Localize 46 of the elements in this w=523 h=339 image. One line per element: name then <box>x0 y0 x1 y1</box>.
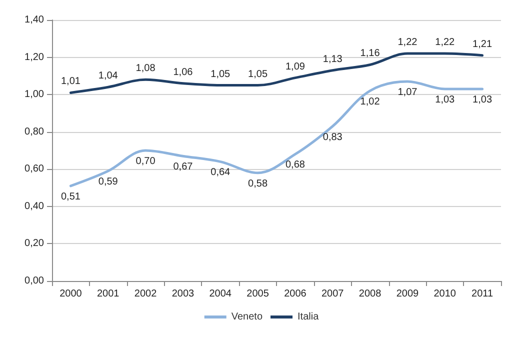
data-label: 1,05 <box>210 68 231 80</box>
legend-label: Veneto <box>231 312 263 322</box>
data-label: 1,07 <box>398 87 418 98</box>
data-label: 1,21 <box>472 38 492 50</box>
x-tick-label: 2001 <box>97 288 120 300</box>
data-label: 1,08 <box>136 63 156 74</box>
y-tick-label: 0,20 <box>24 238 44 250</box>
data-label: 0,64 <box>210 167 231 178</box>
x-tick-label: 2010 <box>434 288 456 300</box>
x-tick-label: 2004 <box>209 288 232 300</box>
x-tick-label: 2002 <box>134 288 158 300</box>
data-label: 0,70 <box>136 156 156 167</box>
data-label: 1,05 <box>248 68 268 80</box>
x-tick-label: 2000 <box>60 288 82 300</box>
x-tick-label: 2006 <box>284 288 307 300</box>
x-tick-label: 2008 <box>358 288 382 300</box>
data-label: 1,04 <box>98 70 118 82</box>
legend-label: Italia <box>298 312 320 322</box>
y-tick-label: 1,20 <box>24 52 44 63</box>
y-tick-label: 1,00 <box>24 89 44 100</box>
x-tick-label: 2009 <box>396 288 420 300</box>
y-tick-label: 0,40 <box>24 200 44 212</box>
data-label: 1,03 <box>472 94 492 106</box>
data-label: 0,68 <box>285 160 306 171</box>
data-label: 1,03 <box>435 94 456 106</box>
data-label: 0,51 <box>60 191 81 202</box>
data-label: 0,67 <box>173 162 194 173</box>
data-label: 0,58 <box>248 178 268 190</box>
x-tick-label: 2007 <box>322 288 344 300</box>
data-label: 1,01 <box>60 76 81 88</box>
data-label: 0,83 <box>322 132 343 143</box>
y-tick-label: 0,60 <box>24 164 44 175</box>
data-label: 1,09 <box>285 61 306 72</box>
data-label: 1,22 <box>398 37 418 48</box>
x-tick-label: 2005 <box>246 288 270 300</box>
x-tick-label: 2003 <box>172 288 195 300</box>
data-label: 1,13 <box>322 54 343 65</box>
data-label: 0,59 <box>98 176 118 188</box>
y-tick-label: 1,40 <box>24 14 44 26</box>
data-label: 1,16 <box>360 48 380 60</box>
data-label: 1,06 <box>173 66 194 78</box>
y-tick-label: 0,80 <box>24 126 44 138</box>
data-label: 1,02 <box>360 96 380 108</box>
data-label: 1,22 <box>435 37 456 48</box>
y-tick-label: 0,00 <box>24 276 44 286</box>
x-tick-label: 2011 <box>472 288 494 300</box>
